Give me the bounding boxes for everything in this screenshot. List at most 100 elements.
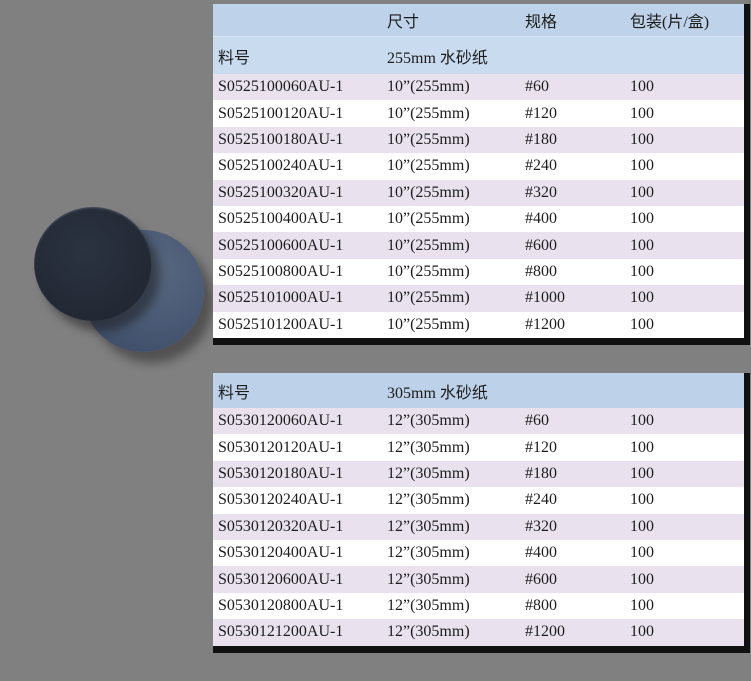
cell-grit: #60	[525, 78, 549, 96]
cell-size: 12”(305mm)	[387, 438, 470, 456]
cell-pack: 100	[630, 623, 654, 641]
cell-part: S0530120240AU-1	[218, 491, 344, 509]
cell-grit: #60	[525, 412, 549, 430]
cell-part: S0525100320AU-1	[218, 183, 344, 201]
cell-size: 10”(255mm)	[387, 210, 470, 228]
table-row: S0530120800AU-1 12”(305mm) #800 100	[213, 592, 744, 620]
sanding-disc-front-image	[34, 207, 152, 321]
table-row: S0530120240AU-1 12”(305mm) #240 100	[213, 487, 744, 514]
cell-pack: 100	[630, 78, 654, 96]
cell-size: 12”(305mm)	[387, 544, 470, 562]
cell-size: 10”(255mm)	[387, 315, 470, 333]
table-header-row: 尺寸 规格 包装(片/盒)	[213, 4, 744, 36]
cell-size: 12”(305mm)	[387, 412, 470, 430]
cell-pack: 100	[630, 183, 654, 201]
cell-pack: 100	[630, 491, 654, 509]
cell-grit: #400	[525, 210, 557, 228]
cell-part: S0525100240AU-1	[218, 157, 344, 175]
table-row: S0530120120AU-1 12”(305mm) #120 100	[213, 434, 744, 461]
cell-pack: 100	[630, 570, 654, 588]
cell-pack: 100	[630, 262, 654, 280]
cell-grit: #120	[525, 438, 557, 456]
table-row: S0525100800AU-1 10”(255mm) #800 100	[213, 258, 744, 286]
cell-pack: 100	[630, 596, 654, 614]
cell-part: S0525100060AU-1	[218, 78, 344, 96]
cell-size: 12”(305mm)	[387, 491, 470, 509]
cell-grit: #400	[525, 544, 557, 562]
cell-pack: 100	[630, 104, 654, 122]
cell-grit: #600	[525, 236, 557, 254]
cell-size: 10”(255mm)	[387, 104, 470, 122]
cell-part: S0530120320AU-1	[218, 517, 344, 535]
cell-pack: 100	[630, 315, 654, 333]
cell-pack: 100	[630, 130, 654, 148]
cell-part: S0525101000AU-1	[218, 289, 344, 307]
cell-grit: #240	[525, 491, 557, 509]
cell-pack: 100	[630, 438, 654, 456]
subheader-cell-part-label: 料号	[218, 49, 251, 67]
table-row: S0525100320AU-1 10”(255mm) #320 100	[213, 179, 744, 206]
cell-size: 10”(255mm)	[387, 157, 470, 175]
table-row: S0525100400AU-1 10”(255mm) #400 100	[213, 205, 744, 233]
cell-size: 10”(255mm)	[387, 262, 470, 280]
cell-part: S0530120060AU-1	[218, 412, 344, 430]
cell-grit: #1200	[525, 315, 565, 333]
cell-pack: 100	[630, 157, 654, 175]
cell-size: 12”(305mm)	[387, 517, 470, 535]
cell-pack: 100	[630, 544, 654, 562]
table-row: S0525100180AU-1 10”(255mm) #180 100	[213, 126, 744, 154]
cell-grit: #180	[525, 464, 557, 482]
cell-part: S0525100600AU-1	[218, 236, 344, 254]
table-row: S0525100600AU-1 10”(255mm) #600 100	[213, 232, 744, 259]
table-row: S0525100240AU-1 10”(255mm) #240 100	[213, 153, 744, 180]
cell-grit: #320	[525, 517, 557, 535]
header-cell-grit: 规格	[525, 14, 558, 31]
cell-pack: 100	[630, 517, 654, 535]
table-row: S0530120060AU-1 12”(305mm) #60 100	[213, 408, 744, 435]
cell-grit: #800	[525, 262, 557, 280]
cell-part: S0525100400AU-1	[218, 210, 344, 228]
cell-pack: 100	[630, 289, 654, 307]
cell-size: 10”(255mm)	[387, 78, 470, 96]
cell-part: S0525100800AU-1	[218, 262, 344, 280]
table-row: S0525101000AU-1 10”(255mm) #1000 100	[213, 285, 744, 312]
cell-size: 12”(305mm)	[387, 623, 470, 641]
cell-part: S0530120180AU-1	[218, 464, 344, 482]
table-body: S0530120060AU-1 12”(305mm) #60 100 S05301201…	[213, 408, 744, 646]
cell-pack: 100	[630, 210, 654, 228]
header-cell-pack: 包装(片/盒)	[630, 14, 710, 31]
cell-part: S0530120800AU-1	[218, 596, 344, 614]
table-row: S0525100060AU-1 10”(255mm) #60 100	[213, 74, 744, 101]
cell-pack: 100	[630, 236, 654, 254]
subheader-cell-series-title: 255mm 水砂纸	[387, 49, 488, 67]
cell-size: 10”(255mm)	[387, 236, 470, 254]
table-row: S0530121200AU-1 12”(305mm) #1200 100	[213, 619, 744, 646]
cell-part: S0525101200AU-1	[218, 315, 344, 333]
cell-size: 10”(255mm)	[387, 130, 470, 148]
cell-part: S0530120400AU-1	[218, 544, 344, 562]
header-cell-size: 尺寸	[387, 14, 420, 31]
table-row: S0530120400AU-1 12”(305mm) #400 100	[213, 539, 744, 567]
spec-table-255mm: 尺寸 规格 包装(片/盒) 料号 255mm 水砂纸 S0525100060AU…	[213, 4, 750, 345]
cell-size: 12”(305mm)	[387, 596, 470, 614]
cell-part: S0530121200AU-1	[218, 623, 344, 641]
subheader-cell-series-title: 305mm 水砂纸	[387, 384, 488, 402]
cell-pack: 100	[630, 412, 654, 430]
table-subheader-row: 料号 305mm 水砂纸	[213, 373, 744, 408]
table-row: S0530120180AU-1 12”(305mm) #180 100	[213, 460, 744, 488]
cell-size: 12”(305mm)	[387, 570, 470, 588]
spec-table-305mm: 料号 305mm 水砂纸 S0530120060AU-1 12”(305mm) #6…	[213, 373, 750, 653]
cell-grit: #120	[525, 104, 557, 122]
table-row: S0525101200AU-1 10”(255mm) #1200 100	[213, 311, 744, 338]
cell-part: S0525100120AU-1	[218, 104, 344, 122]
table-subheader-row: 料号 255mm 水砂纸	[213, 36, 744, 74]
cell-grit: #800	[525, 596, 557, 614]
cell-grit: #240	[525, 157, 557, 175]
cell-grit: #1200	[525, 623, 565, 641]
cell-size: 10”(255mm)	[387, 289, 470, 307]
cell-grit: #600	[525, 570, 557, 588]
subheader-cell-part-label: 料号	[218, 384, 251, 402]
cell-pack: 100	[630, 464, 654, 482]
table-row: S0525100120AU-1 10”(255mm) #120 100	[213, 100, 744, 127]
table-body: S0525100060AU-1 10”(255mm) #60 100 S05251001…	[213, 74, 744, 338]
